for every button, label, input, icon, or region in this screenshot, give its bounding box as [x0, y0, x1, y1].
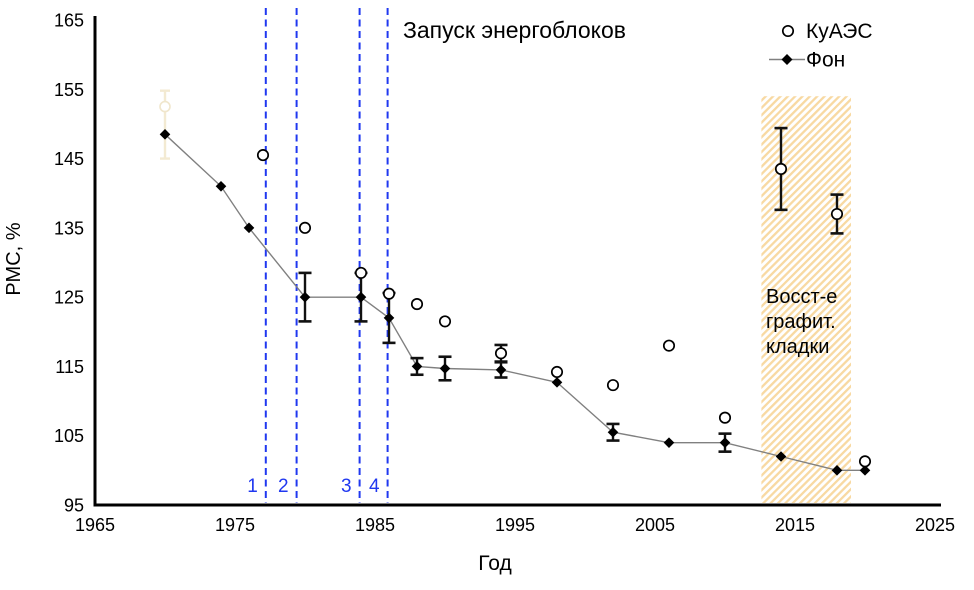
y-tick-label-155: 155 [54, 80, 84, 100]
kuaes-point [830, 207, 844, 221]
x-axis-title: Год [478, 552, 511, 575]
y-tick-label-165: 165 [54, 11, 84, 31]
fon-point [159, 129, 171, 140]
x-tick-label-2025: 2025 [915, 515, 955, 535]
kuaes-point [718, 411, 732, 424]
launch-line-number-3: 3 [341, 476, 352, 497]
fon-point [551, 377, 563, 388]
x-tick-label-2005: 2005 [635, 515, 675, 535]
x-tick-label-1985: 1985 [355, 515, 395, 535]
y-tick-label-125: 125 [54, 288, 84, 308]
y-tick-label-145: 145 [54, 149, 84, 169]
series-layer [159, 126, 872, 476]
x-tick-label-1965: 1965 [75, 515, 115, 535]
restoration-region [761, 96, 851, 503]
restoration-region-caption: Восст-е графит. кладки [766, 286, 837, 358]
fon-point [355, 291, 367, 303]
restoration-caption-line-2: графит. [766, 311, 836, 333]
fon-point [495, 364, 507, 376]
kuaes-point [774, 162, 788, 176]
fon-point [831, 465, 843, 476]
restoration-caption-line-1: Восст-е [766, 286, 837, 308]
fon-point [663, 437, 675, 448]
fon-point [411, 361, 423, 372]
axes-layer [93, 16, 941, 507]
y-tick-label-105: 105 [54, 426, 84, 446]
x-tick-label-1995: 1995 [495, 515, 535, 535]
legend-kuaes-marker-icon [781, 24, 795, 38]
kuaes-point [256, 149, 270, 162]
kuaes-point [858, 455, 872, 468]
kuaes-point [354, 266, 368, 279]
fon-point [859, 465, 871, 476]
kuaes-point [494, 347, 508, 360]
fon-series-line [164, 133, 865, 472]
y-tick-label-115: 115 [55, 357, 84, 377]
launch-lines-title: Запуск энергоблоков [403, 17, 626, 43]
launch-line-number-4: 4 [369, 476, 380, 497]
fon-point [243, 222, 255, 234]
kuaes-point [438, 315, 452, 328]
launch-line-number-1: 1 [247, 476, 258, 497]
fon-point [439, 363, 451, 374]
fon-point [383, 312, 395, 324]
x-tick-label-2015: 2015 [775, 515, 815, 535]
legend-fon-marker-icon [781, 54, 793, 65]
kuaes-point [662, 339, 676, 352]
ghost-point [159, 100, 171, 113]
y-tick-label-95: 95 [64, 496, 84, 516]
legend-kuaes-label: КуАЭС [806, 20, 873, 43]
y-tick-label-135: 135 [54, 218, 84, 238]
kuaes-point [298, 221, 312, 234]
kuaes-point [606, 379, 620, 392]
fon-point [719, 437, 731, 448]
legend-fon-label: Фон [806, 49, 845, 72]
kuaes-point [410, 298, 424, 311]
kuaes-point [382, 287, 396, 300]
y-axis-title: РМС, % [3, 222, 25, 295]
legend: КуАЭС Фон [769, 20, 873, 72]
restoration-caption-line-3: кладки [766, 336, 829, 358]
kuaes-point [550, 365, 564, 379]
x-tick-label-1975: 1975 [215, 515, 255, 535]
fon-point [775, 451, 787, 462]
launch-line-number-2: 2 [278, 476, 289, 497]
fon-point [607, 426, 619, 438]
restoration-region-layer [761, 96, 851, 503]
fon-point [215, 180, 227, 192]
fon-point [299, 291, 311, 303]
ghost-artifact-layer [159, 89, 171, 160]
